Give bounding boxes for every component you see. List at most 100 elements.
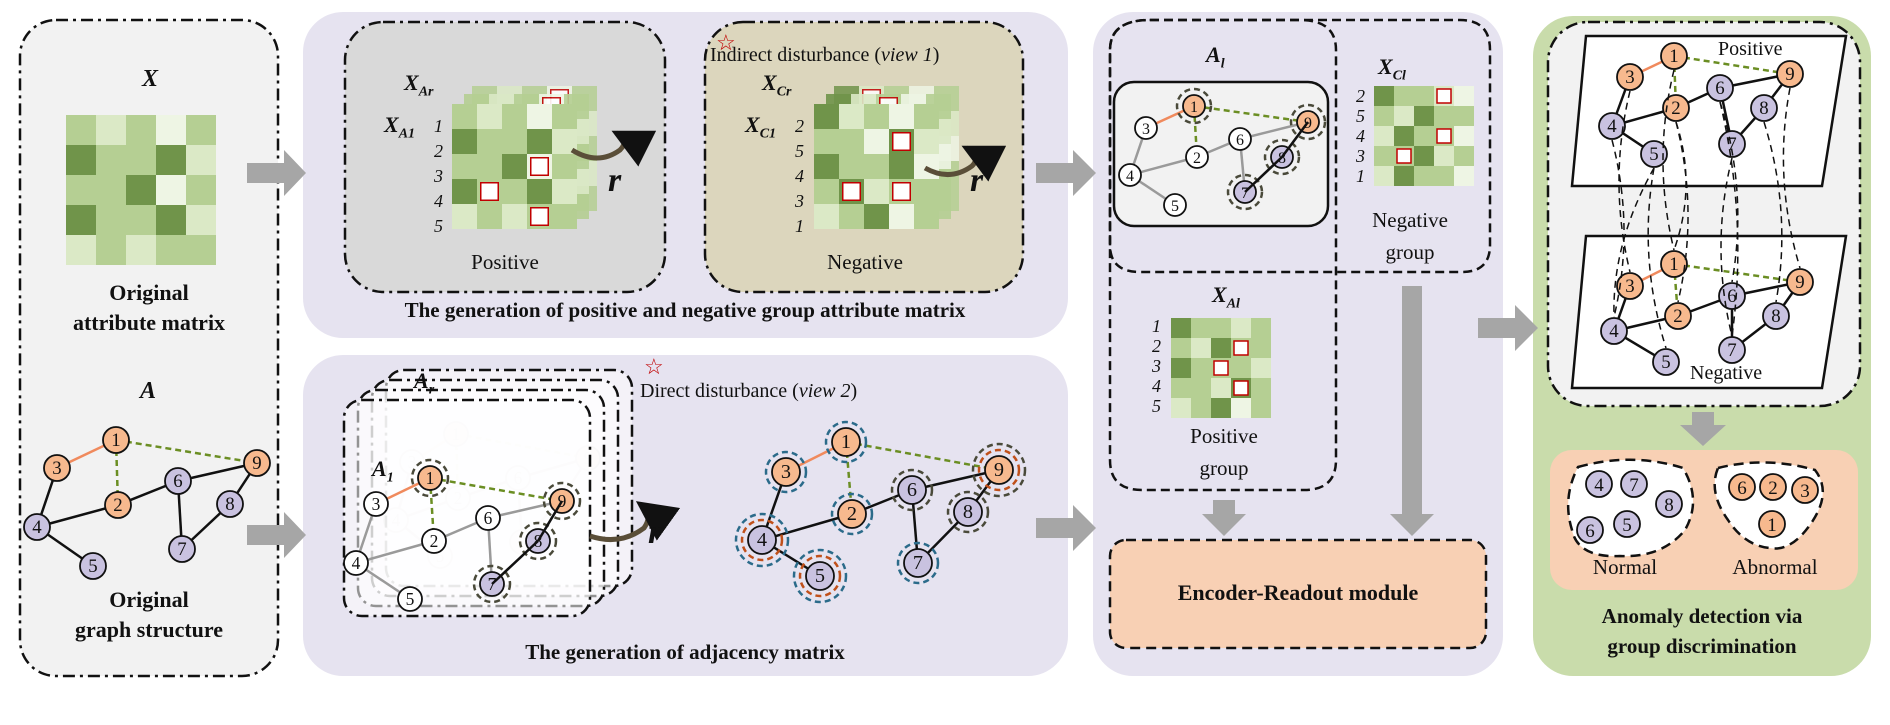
normal-node (1576, 516, 1604, 544)
row-index: 2 (1152, 336, 1161, 356)
x-cr-label: XCr (762, 70, 792, 100)
correspondence-link (1782, 87, 1801, 269)
graph-node (363, 491, 389, 517)
matrix-cell (1251, 358, 1271, 378)
matrix-cell (889, 154, 914, 179)
matrix-cell (914, 179, 939, 204)
positive-group-graph: 1 2 3 4 5 6 7 89 (1598, 42, 1804, 168)
matrix-cell (186, 175, 216, 205)
matrix-cell (889, 204, 914, 229)
abnormal-node (1758, 510, 1786, 538)
x-al-label: XAl (1212, 282, 1240, 312)
matrix-cell (1231, 358, 1251, 378)
matrix-cell (814, 204, 839, 229)
graph-edge (429, 476, 563, 503)
row-index: 5 (1356, 106, 1365, 126)
node-label: 3 (1625, 276, 1634, 297)
matrix-cell (502, 129, 527, 154)
negative-group-label-line1: Negative (1372, 208, 1448, 232)
matrix-cell (552, 104, 577, 129)
node-halo (792, 548, 848, 604)
matrix-cell (1434, 106, 1454, 126)
correspondence-link (1719, 101, 1739, 337)
adjacency-generation-caption: The generation of adjacency matrix (525, 640, 845, 664)
node-label: 1 (1669, 46, 1678, 67)
matrix-cell (552, 204, 577, 229)
graph-edge (845, 440, 1000, 472)
matrix-cell (839, 154, 864, 179)
graph-node (1163, 193, 1187, 217)
graph-node (1660, 42, 1688, 70)
node-halo (798, 554, 842, 598)
anomaly-caption-line1: Anomaly detection via (1601, 604, 1803, 628)
graph-edge (1280, 121, 1310, 158)
matrix-cell (1191, 338, 1211, 358)
node-halo (896, 541, 940, 585)
perturbed-cell (1396, 148, 1412, 164)
row-index: 2 (795, 116, 804, 136)
x-ar-label: XAr (404, 70, 434, 100)
node-label: 4 (1594, 475, 1604, 496)
abnormal-node (1791, 476, 1819, 504)
matrix-cell (1211, 338, 1231, 358)
row-index: 2 (434, 141, 443, 161)
perturbed-cell (1213, 360, 1229, 376)
node-label: 6 (1585, 521, 1595, 542)
matrix-cell (1171, 318, 1191, 338)
matrix-cell (96, 115, 126, 145)
node-label: 1 (841, 431, 851, 453)
matrix-cell (914, 104, 939, 129)
graph-edge (36, 503, 119, 529)
positive-graph-plane (1570, 34, 1848, 188)
graph-node (831, 427, 861, 457)
graph-node (1640, 140, 1668, 168)
correspondence-link (1763, 121, 1783, 303)
matrix-cell (477, 204, 502, 229)
matrix-cell (1434, 146, 1454, 166)
matrix-cell (814, 179, 839, 204)
a-r-label: Ar (414, 368, 435, 398)
node-label: 7 (1727, 340, 1736, 361)
graph-node (104, 491, 132, 519)
matrix-cell (96, 175, 126, 205)
matrix-cell (1454, 106, 1474, 126)
graph-node (216, 490, 244, 518)
graph-node (243, 449, 271, 477)
flow-arrow-down-encoder-left (1202, 500, 1246, 536)
node-halo (410, 458, 450, 498)
graph-node (1182, 94, 1206, 118)
matrix-cell (839, 204, 864, 229)
matrix-cell (1374, 146, 1394, 166)
matrix-cell (1191, 358, 1211, 378)
matrix-cell (96, 235, 126, 265)
matrix-cell (186, 145, 216, 175)
graph-structure-caption-line2: graph structure (74, 617, 224, 642)
x-cl-matrix (1374, 86, 1474, 186)
matrix-cell (477, 104, 502, 129)
row-index: 3 (795, 191, 804, 211)
matrix-cell (1414, 106, 1434, 126)
direct-disturbance-graph: 1 2 3 4 5 6 7 89 (734, 420, 1027, 604)
matrix-cell (502, 204, 527, 229)
positive-group-box (1108, 18, 1338, 492)
node-halo (740, 518, 784, 562)
correspondence-link (1618, 90, 1631, 273)
graph-node (397, 586, 423, 612)
matrix-cell (1394, 126, 1414, 146)
matrix-cell (96, 145, 126, 175)
matrix-cell (1231, 318, 1251, 338)
graph-node (1185, 145, 1209, 169)
node-halo (542, 481, 582, 521)
node-halo (971, 442, 1027, 498)
graph-node (102, 426, 130, 454)
matrix-cell (1374, 106, 1394, 126)
node-label: 6 (1737, 478, 1747, 499)
matrix-cell (186, 205, 216, 235)
original-attribute-matrix (66, 115, 216, 265)
node-label: 6 (907, 479, 917, 501)
perturbed-cell (530, 157, 549, 176)
r-symbol-positive: r (608, 162, 622, 199)
